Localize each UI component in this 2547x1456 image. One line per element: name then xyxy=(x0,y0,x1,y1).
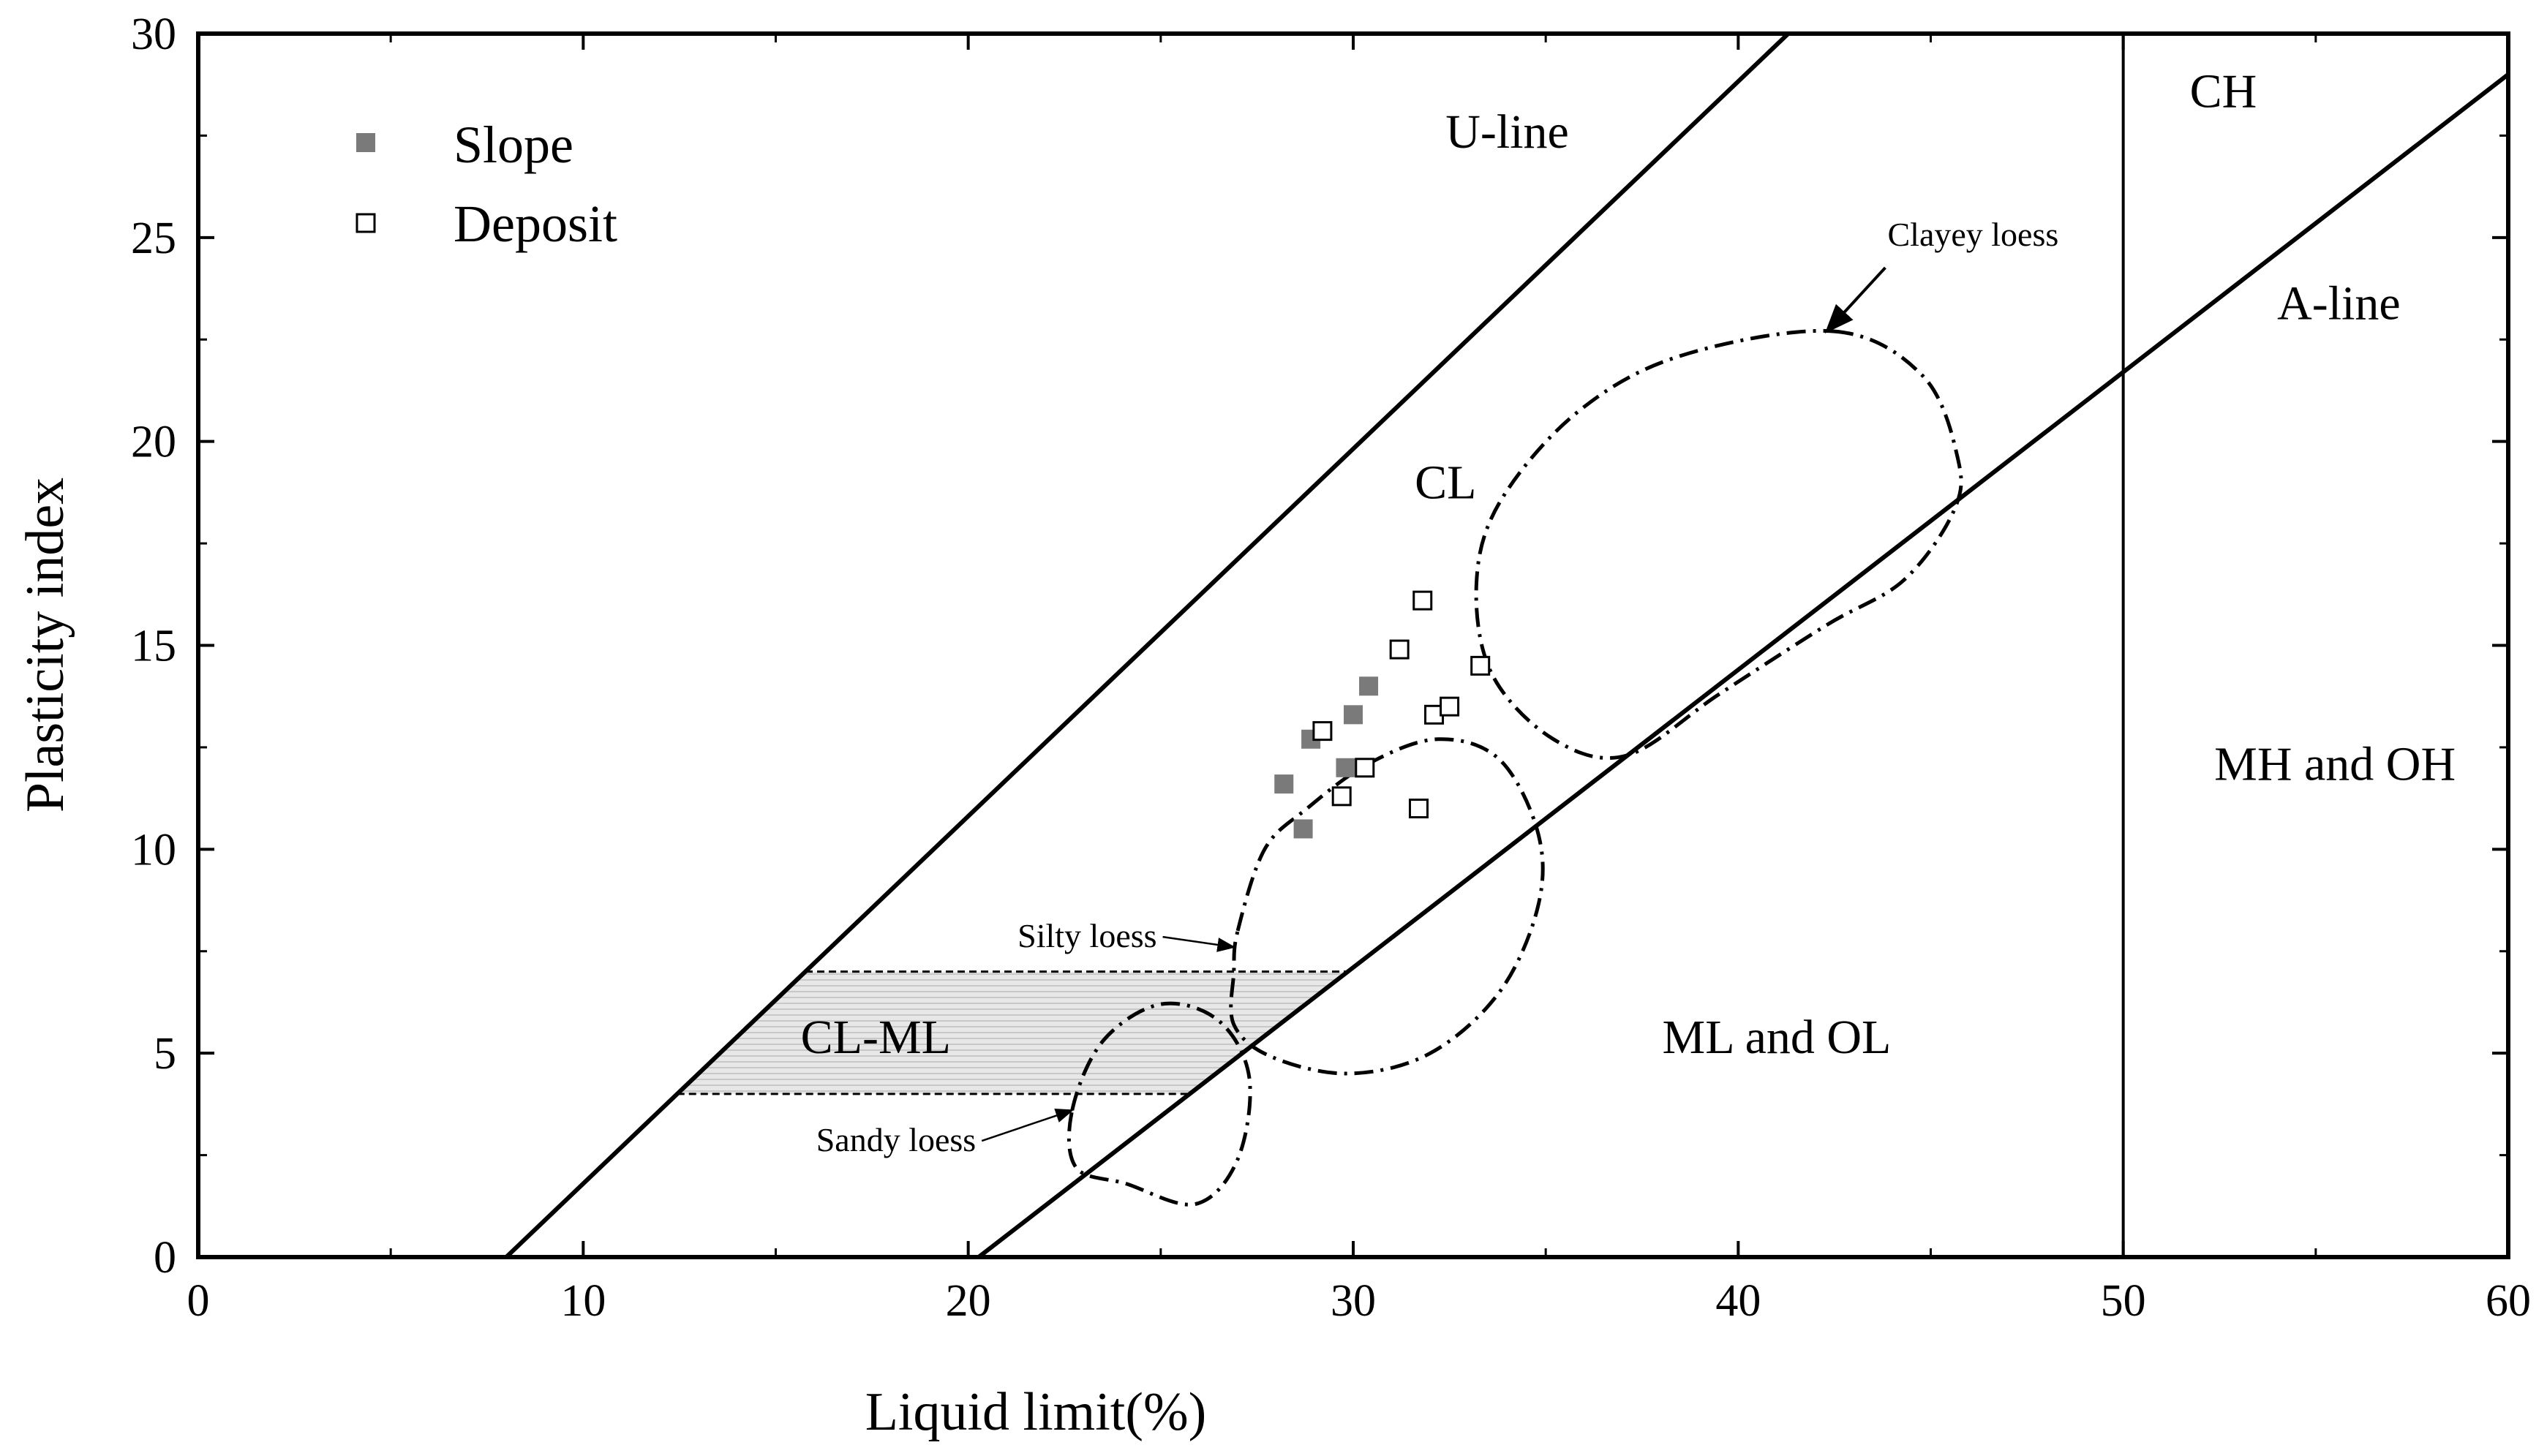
x-tick-label-40: 40 xyxy=(1715,1276,1761,1326)
point-deposit xyxy=(1470,655,1491,676)
loess-region-sandy-loess xyxy=(1066,1001,1252,1207)
point-slope xyxy=(1293,819,1313,839)
y-tick-label-10: 10 xyxy=(131,825,176,875)
x-tick-label-0: 0 xyxy=(187,1276,210,1326)
y-tick-label-25: 25 xyxy=(131,214,176,263)
point-deposit xyxy=(1412,590,1433,611)
zone-label-cl: CL xyxy=(1415,456,1476,510)
y-tick-label-0: 0 xyxy=(154,1233,176,1283)
zone-label-u-line: U-line xyxy=(1445,105,1569,159)
y-tick-label-15: 15 xyxy=(131,622,176,671)
label-clayey-loess: Clayey loess xyxy=(1887,216,2058,253)
label-sandy-loess: Sandy loess xyxy=(816,1121,977,1158)
point-slope xyxy=(1344,705,1363,725)
x-tick-labels: 0 10 20 30 40 50 60 xyxy=(187,1276,2532,1326)
point-slope xyxy=(1359,676,1379,696)
x-tick-label-20: 20 xyxy=(946,1276,991,1326)
point-deposit xyxy=(1355,758,1375,778)
loess-region-silty-loess xyxy=(1229,737,1545,1076)
y-tick-label-20: 20 xyxy=(131,418,176,467)
legend-marker-slope xyxy=(356,133,375,152)
point-deposit xyxy=(1331,786,1352,807)
x-tick-label-30: 30 xyxy=(1331,1276,1376,1326)
cl-ml-zone xyxy=(677,971,1348,1094)
y-tick-labels: 0 5 10 15 20 25 30 xyxy=(131,10,176,1283)
reference-line-u-line xyxy=(504,34,1790,1257)
x-tick-label-10: 10 xyxy=(560,1276,606,1326)
y-tick-label-30: 30 xyxy=(131,10,176,59)
zone-label-mh-and-oh: MH and OH xyxy=(2214,738,2456,791)
loess-labels: Clayey loess Silty loess Sandy loess xyxy=(816,216,2059,1158)
x-axis-label: Liquid limit(%) xyxy=(865,1382,1207,1442)
x-tick-label-50: 50 xyxy=(2101,1276,2146,1326)
zone-label-a-line: A-line xyxy=(2277,276,2401,330)
point-deposit xyxy=(1389,639,1410,660)
legend-label-slope: Slope xyxy=(454,116,573,174)
loess-region-clayey-loess xyxy=(1474,328,1963,760)
y-axis-label: Plasticity index xyxy=(15,478,75,812)
plot-area xyxy=(504,34,2508,1257)
label-silty-loess: Silty loess xyxy=(1017,917,1156,954)
x-tick-label-60: 60 xyxy=(2486,1276,2531,1326)
arrow-clayey-loess xyxy=(1824,266,1886,334)
point-slope xyxy=(1274,774,1294,794)
zone-label-cl-ml: CL-ML xyxy=(801,1011,951,1064)
zone-label-ch: CH xyxy=(2190,64,2257,118)
point-deposit xyxy=(1408,799,1429,819)
legend-marker-deposit xyxy=(355,213,376,233)
zone-label-ml-and-ol: ML and OL xyxy=(1663,1011,1892,1064)
point-deposit xyxy=(1312,721,1333,742)
tick-marks xyxy=(197,32,2510,1259)
zone-labels: CH A-line U-line CL MH and OH ML and OL CL-ML xyxy=(801,64,2456,1064)
legend-label-deposit: Deposit xyxy=(454,195,617,253)
arrow-sandy-loess xyxy=(981,1108,1075,1142)
y-tick-label-5: 5 xyxy=(154,1029,176,1079)
arrow-silty-loess xyxy=(1162,935,1236,952)
point-deposit xyxy=(1440,696,1460,717)
legend: Slope Deposit xyxy=(355,116,617,253)
point-slope xyxy=(1336,758,1355,777)
reference-line-a-line xyxy=(977,72,2508,1257)
